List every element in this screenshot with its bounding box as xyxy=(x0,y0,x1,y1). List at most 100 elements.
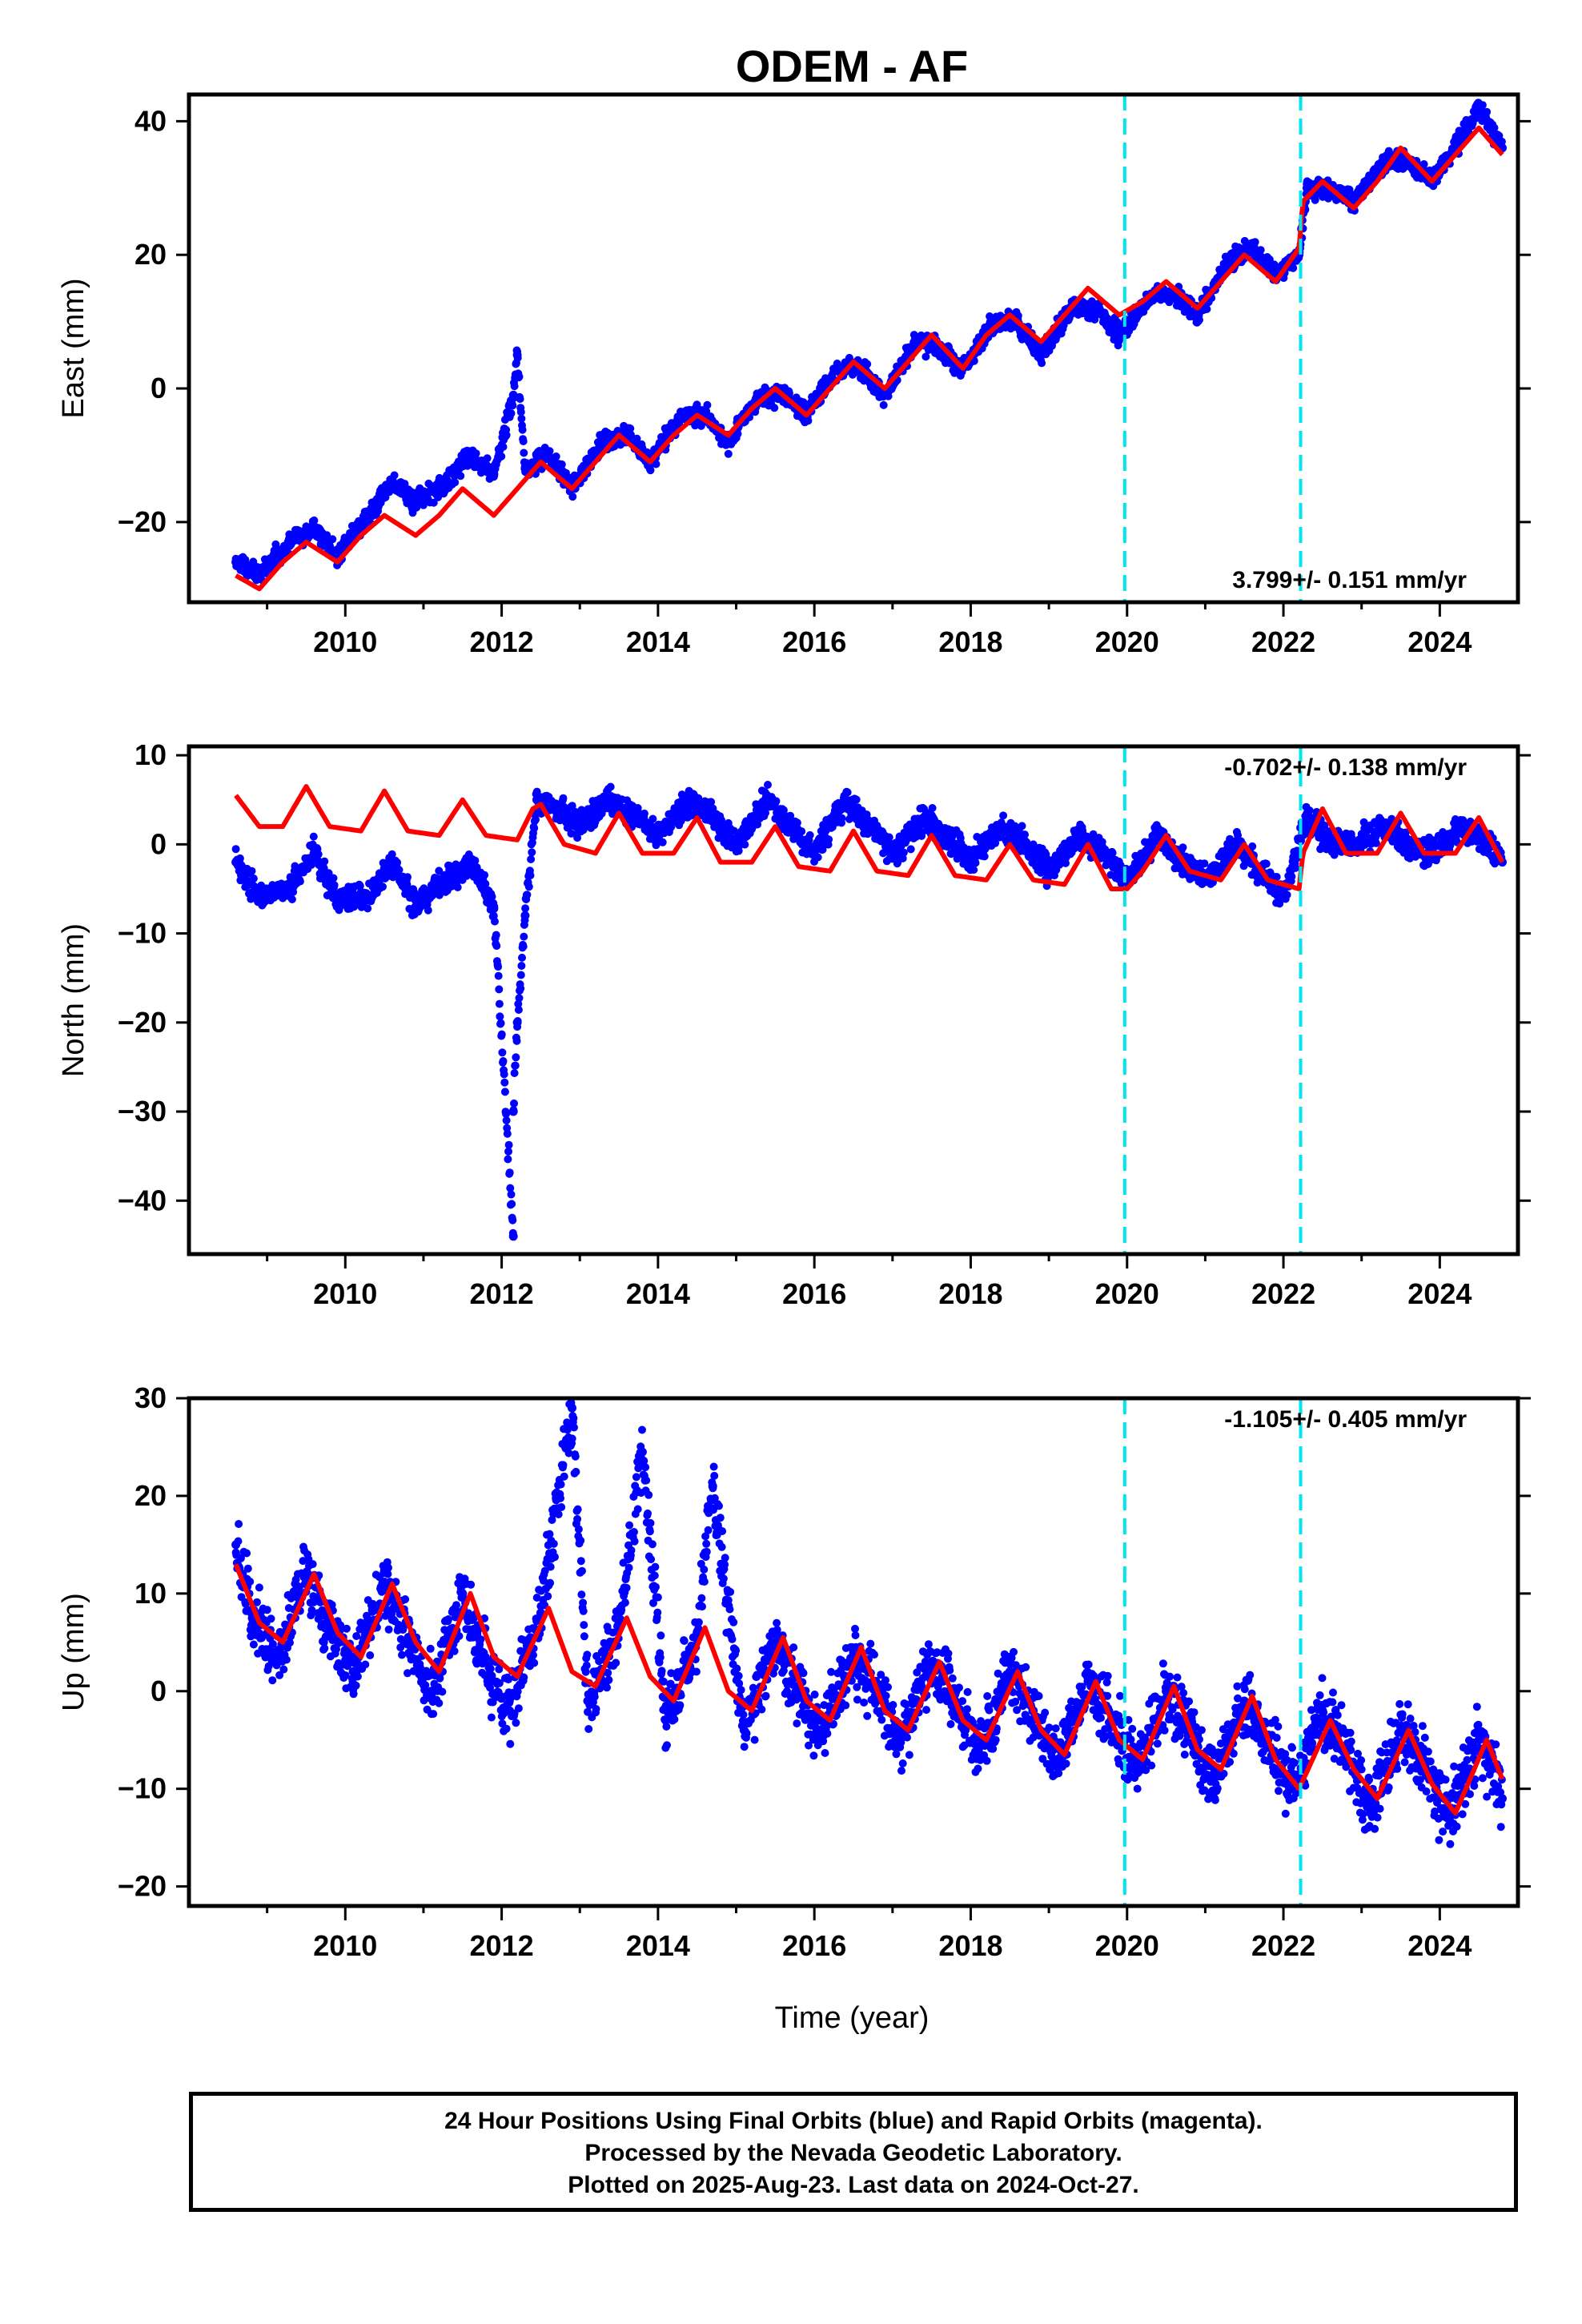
east-x-tick-label: 2020 xyxy=(1095,625,1159,658)
east-data-point xyxy=(1091,304,1101,313)
east-data-point xyxy=(520,464,530,473)
north-data-point xyxy=(498,1048,507,1057)
north-data-point xyxy=(287,895,296,903)
north-data-point xyxy=(1108,849,1117,857)
north-data-point xyxy=(502,1116,511,1125)
east-data-point xyxy=(516,408,525,416)
east-x-tick-label: 2014 xyxy=(626,625,690,658)
north-data-point xyxy=(507,1190,516,1199)
east-data-point xyxy=(518,425,527,434)
east-data-point xyxy=(879,400,888,409)
east-x-tick-label: 2022 xyxy=(1251,625,1315,658)
north-data-point xyxy=(772,797,781,806)
north-data-point xyxy=(249,875,258,883)
east-data-point xyxy=(733,429,742,438)
east-data-point xyxy=(568,493,577,501)
east-x-tick-label: 2016 xyxy=(782,625,846,658)
east-data-point xyxy=(1495,131,1504,140)
north-data-point xyxy=(504,1155,512,1164)
north-data-point xyxy=(495,999,504,1008)
north-data-point xyxy=(500,1070,508,1079)
east-data-point xyxy=(911,337,921,347)
north-data-point xyxy=(494,971,503,980)
east-data-point xyxy=(387,477,397,487)
north-data-point xyxy=(559,794,568,802)
east-x-tick-label: 2024 xyxy=(1407,625,1472,658)
east-data-point xyxy=(508,401,517,410)
north-data-point xyxy=(516,984,525,993)
east-x-tick-label: 2012 xyxy=(470,625,534,658)
east-data-point xyxy=(483,454,492,463)
north-data-point xyxy=(500,1078,509,1087)
north-data-point xyxy=(526,871,535,880)
north-data-point xyxy=(512,1053,520,1062)
north-data-point xyxy=(517,962,526,970)
north-data-point xyxy=(496,1019,505,1027)
east-data-point xyxy=(1289,263,1298,272)
east-data-point xyxy=(517,414,526,423)
north-data-point xyxy=(524,883,533,891)
east-data-point xyxy=(390,471,399,480)
east-data-point xyxy=(309,524,319,533)
east-data-point xyxy=(626,424,635,433)
east-data-point xyxy=(508,390,518,400)
north-data-point xyxy=(512,1036,521,1045)
north-data-point xyxy=(504,1140,513,1149)
east-data-point xyxy=(1256,246,1265,255)
east-data-point xyxy=(1497,137,1506,146)
north-data-point xyxy=(492,931,500,939)
north-data-point xyxy=(500,1088,509,1096)
north-data-point xyxy=(797,827,806,836)
east-data-point xyxy=(557,460,566,468)
east-data-point xyxy=(364,511,374,521)
north-data-point xyxy=(330,881,339,890)
north-data-point xyxy=(928,804,937,812)
east-y-tick-label: 0 xyxy=(151,372,167,404)
east-data-point xyxy=(502,431,511,440)
north-data-point xyxy=(520,932,528,941)
east-data-point xyxy=(1483,107,1492,116)
north-data-point xyxy=(494,963,503,971)
north-data-point xyxy=(521,904,530,913)
north-data-point xyxy=(523,891,532,899)
east-data-point xyxy=(519,437,528,445)
north-data-point xyxy=(980,852,989,861)
east-data-point xyxy=(411,497,420,507)
east-data-point xyxy=(515,372,524,381)
east-data-point xyxy=(520,448,528,457)
north-data-point xyxy=(843,788,852,797)
east-plot-frame xyxy=(187,92,1520,605)
east-data-point xyxy=(1038,359,1046,368)
north-data-point xyxy=(508,1200,516,1208)
north-data-point xyxy=(492,942,501,951)
north-data-point xyxy=(295,877,304,886)
north-data-point xyxy=(518,953,526,962)
east-data-point xyxy=(770,404,779,412)
chart-title: ODEM - AF xyxy=(736,41,968,91)
east-data-point xyxy=(497,452,506,460)
east-data-point xyxy=(451,478,460,487)
north-data-point xyxy=(307,861,315,869)
north-data-point xyxy=(741,840,749,849)
east-data-point xyxy=(241,555,250,564)
north-data-point xyxy=(532,815,540,824)
north-data-point xyxy=(403,880,412,889)
east-y-axis-label: East (mm) xyxy=(57,278,90,418)
east-data-point xyxy=(703,400,712,409)
east-data-point xyxy=(231,557,241,567)
east-data-point xyxy=(833,364,842,373)
east-data-point xyxy=(499,443,508,451)
north-data-points xyxy=(231,781,1507,1241)
north-data-point xyxy=(510,1099,518,1108)
north-data-point xyxy=(514,1006,523,1014)
north-data-point xyxy=(424,906,432,915)
east-data-point xyxy=(863,360,872,368)
north-data-point xyxy=(837,814,846,822)
east-data-point xyxy=(1247,243,1257,253)
north-data-point xyxy=(970,866,978,875)
east-data-point xyxy=(1203,305,1211,313)
east-data-point xyxy=(310,516,319,525)
east-data-point xyxy=(1224,257,1234,267)
